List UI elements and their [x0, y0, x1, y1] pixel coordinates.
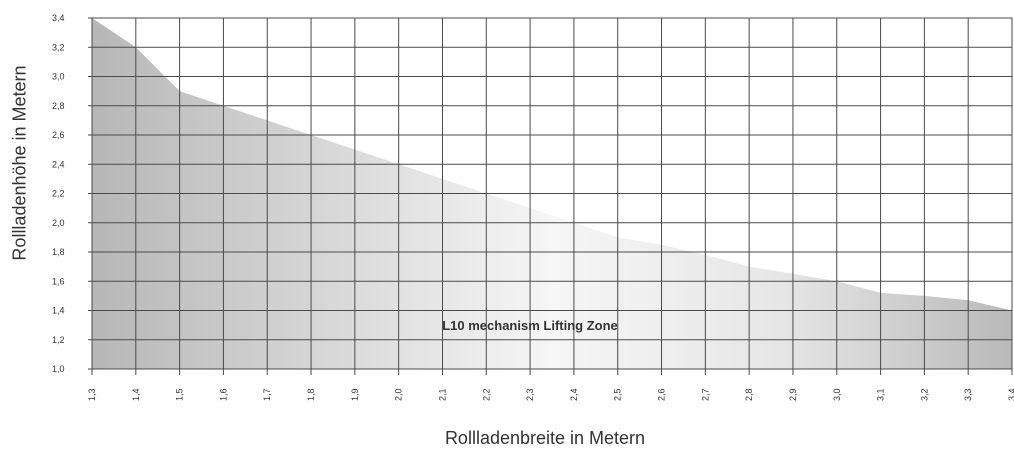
y-axis-label-wrap: Rollladenhöhe in Metern — [0, 0, 40, 452]
y-tick-label: 1,8 — [52, 247, 65, 257]
y-tick-label: 2,2 — [52, 189, 65, 199]
x-tick-label: 1,7 — [262, 388, 272, 401]
x-tick-label: 3,2 — [919, 388, 929, 401]
y-tick-label: 3,2 — [52, 42, 65, 52]
x-tick-label: 1,4 — [131, 388, 141, 401]
x-tick-label: 2,6 — [657, 388, 667, 401]
x-tick-label: 2,5 — [613, 388, 623, 401]
x-tick-label: 1,8 — [306, 388, 316, 401]
y-tick-label: 1,4 — [52, 306, 65, 316]
x-tick-label: 2,4 — [569, 388, 579, 401]
y-tick-label: 3,0 — [52, 72, 65, 82]
x-tick-label: 3,1 — [876, 388, 886, 401]
x-tick-label: 2,1 — [437, 388, 447, 401]
y-tick-label: 2,0 — [52, 218, 65, 228]
x-tick-label: 1,5 — [175, 388, 185, 401]
x-tick-label: 2,0 — [394, 388, 404, 401]
y-tick-label: 1,6 — [52, 276, 65, 286]
x-tick-label: 2,8 — [744, 388, 754, 401]
x-tick-label: 1,6 — [218, 388, 228, 401]
y-tick-label: 1,2 — [52, 335, 65, 345]
area-annotation: L10 mechanism Lifting Zone — [442, 318, 618, 333]
x-tick-label: 1,9 — [350, 388, 360, 401]
y-tick-label: 2,4 — [52, 159, 65, 169]
x-tick-label: 2,7 — [700, 388, 710, 401]
y-tick-label: 1,0 — [52, 364, 65, 374]
y-axis-label: Rollladenhöhe in Metern — [9, 65, 30, 261]
x-tick-label: 3,3 — [963, 388, 973, 401]
x-tick-label: 1,3 — [87, 388, 97, 401]
y-tick-label: 2,6 — [52, 130, 65, 140]
x-tick-label: 2,2 — [481, 388, 491, 401]
x-tick-label: 3,4 — [1007, 388, 1014, 401]
x-tick-label: 3,0 — [832, 388, 842, 401]
y-tick-label: 3,4 — [52, 13, 65, 23]
y-tick-label: 2,8 — [52, 101, 65, 111]
x-tick-label: 2,3 — [525, 388, 535, 401]
x-axis-label: Rollladenbreite in Metern — [444, 428, 646, 448]
x-tick-label: 2,9 — [788, 388, 798, 401]
